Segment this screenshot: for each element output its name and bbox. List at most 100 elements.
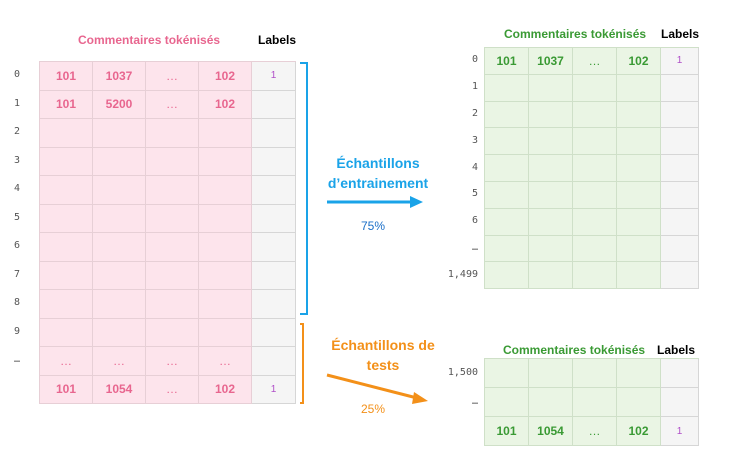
train-token-cell [617, 74, 661, 102]
source-row-index: 6 [14, 240, 21, 252]
train-token-cell [617, 208, 661, 236]
train-token-cell [485, 262, 529, 290]
train-token-cell [573, 101, 617, 129]
source-token-cell: 101 [40, 375, 93, 404]
source-labels-header: Labels [258, 33, 297, 47]
train-token-cell [529, 128, 573, 156]
source-token-cell: … [93, 347, 146, 376]
test-labels-header: Labels [657, 343, 696, 357]
train-table: 101 1037… 102 1 [484, 47, 699, 290]
source-token-cell [146, 204, 199, 233]
train-bracket [300, 62, 308, 315]
source-label-cell [252, 347, 296, 376]
source-token-cell: … [146, 347, 199, 376]
train-token-cell [485, 155, 529, 182]
source-token-cell [146, 119, 199, 148]
test-bracket [300, 323, 304, 404]
test-token-cell: … [573, 417, 617, 446]
source-row-index: 4 [14, 183, 21, 195]
test-token-cell [529, 359, 573, 388]
test-row-index: 1,500 [447, 366, 478, 378]
train-token-cell [529, 181, 573, 209]
train-percent: 75% [361, 219, 386, 233]
train-row-index: 5 [471, 188, 478, 200]
test-token-cell: 101 [485, 417, 529, 446]
train-token-cell [573, 74, 617, 102]
source-token-cell [146, 318, 199, 347]
test-table: 101 1054… 102 1 [484, 358, 699, 446]
source-token-cell: 102 [199, 90, 252, 119]
train-token-cell [617, 101, 661, 129]
source-label-cell [252, 90, 296, 119]
source-token-cell: 102 [199, 375, 252, 404]
source-token-cell [146, 261, 199, 290]
source-label-cell: 1 [252, 62, 296, 91]
source-token-cell [199, 233, 252, 262]
test-token-cell [573, 388, 617, 417]
source-token-cell [40, 290, 93, 319]
train-token-cell [617, 181, 661, 209]
source-token-cell [93, 204, 146, 233]
train-token-cell [617, 155, 661, 182]
test-tokens-header: Commentaires tokénisés [503, 343, 646, 357]
source-label-cell [252, 147, 296, 176]
train-token-cell [529, 262, 573, 290]
train-label-cell [661, 128, 699, 156]
test-arrow-head [412, 392, 428, 404]
source-token-cell [146, 290, 199, 319]
train-token-cell: 101 [485, 48, 529, 75]
source-token-cell [146, 233, 199, 262]
source-token-cell [93, 318, 146, 347]
source-token-cell [40, 119, 93, 148]
source-token-cell [93, 119, 146, 148]
train-row-index: 1,499 [447, 268, 478, 280]
source-row-index: … [14, 354, 21, 366]
test-row-index: … [471, 395, 478, 407]
train-token-cell: 1037 [529, 48, 573, 75]
train-token-cell: 102 [617, 48, 661, 75]
source-label-cell [252, 204, 296, 233]
train-label-cell [661, 74, 699, 102]
source-token-cell: 5200 [93, 90, 146, 119]
train-token-cell [485, 128, 529, 156]
source-token-cell [146, 147, 199, 176]
train-label-cell [661, 181, 699, 209]
source-token-cell [199, 147, 252, 176]
train-token-cell [573, 128, 617, 156]
source-label-cell [252, 233, 296, 262]
source-token-cell [199, 176, 252, 205]
test-token-cell [617, 388, 661, 417]
source-row-index: 5 [14, 211, 21, 223]
source-token-cell [40, 318, 93, 347]
test-token-cell [617, 359, 661, 388]
train-token-cell [573, 155, 617, 182]
source-token-cell: 102 [199, 62, 252, 91]
source-row-index: 1 [14, 97, 21, 109]
train-token-cell [573, 235, 617, 263]
train-label-cell [661, 235, 699, 263]
train-row-index: … [471, 242, 478, 253]
train-token-cell [529, 74, 573, 102]
train-token-cell [485, 181, 529, 209]
source-token-cell: 101 [40, 62, 93, 91]
train-tokens-header: Commentaires tokénisés [504, 27, 647, 41]
source-token-cell: … [146, 90, 199, 119]
source-label-cell [252, 119, 296, 148]
train-token-cell [573, 208, 617, 236]
test-token-cell: 1054 [529, 417, 573, 446]
train-row-index: 3 [471, 134, 478, 146]
train-token-cell [529, 155, 573, 182]
source-tokens-header: Commentaires tokénisés [78, 33, 221, 47]
source-token-cell [199, 119, 252, 148]
train-token-cell [617, 235, 661, 263]
source-row-index: 7 [14, 268, 21, 280]
train-row-index: 0 [471, 54, 478, 66]
train-token-cell [529, 208, 573, 236]
source-label-cell: 1 [252, 375, 296, 404]
source-token-cell [199, 261, 252, 290]
train-token-cell [617, 262, 661, 290]
source-label-cell [252, 290, 296, 319]
train-label-cell: 1 [661, 48, 699, 75]
test-arrow [326, 373, 418, 400]
train-label-cell [661, 262, 699, 290]
